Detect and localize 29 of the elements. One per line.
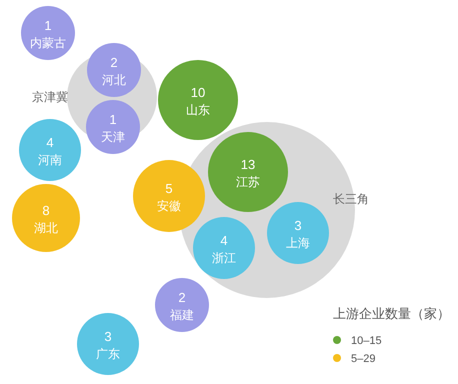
legend-label: 10–15	[351, 335, 382, 347]
data-label: 13	[240, 157, 256, 172]
data-label: 8	[42, 203, 50, 218]
data-label: 3	[104, 329, 112, 344]
category-label: 天津	[101, 130, 125, 144]
category-label: 河北	[102, 73, 126, 87]
category-label: 湖北	[34, 221, 58, 235]
category-label: 山东	[186, 103, 210, 117]
data-label: 5	[165, 181, 173, 196]
data-label: 1	[109, 112, 117, 127]
data-label: 2	[110, 55, 118, 70]
category-label: 福建	[170, 308, 194, 322]
data-label: 10	[190, 85, 206, 100]
data-label: 4	[46, 135, 54, 150]
data-label: 3	[294, 218, 302, 233]
text: 长三角	[333, 192, 369, 206]
category-label: 广东	[96, 347, 120, 361]
category-label: 安徽	[157, 199, 181, 213]
category-label: 河南	[38, 153, 62, 167]
legend-label: 5–29	[351, 353, 376, 365]
category-label: 内蒙古	[30, 36, 66, 50]
data-label: 4	[220, 233, 228, 248]
category-label: 浙江	[212, 251, 236, 265]
data-label: 2	[178, 290, 186, 305]
text: 京津冀	[32, 90, 68, 104]
data-label: 1	[44, 18, 52, 33]
legend-title: 上游企业数量（家）	[333, 306, 450, 321]
category-label: 江苏	[236, 175, 260, 189]
category-label: 上海	[286, 236, 310, 250]
